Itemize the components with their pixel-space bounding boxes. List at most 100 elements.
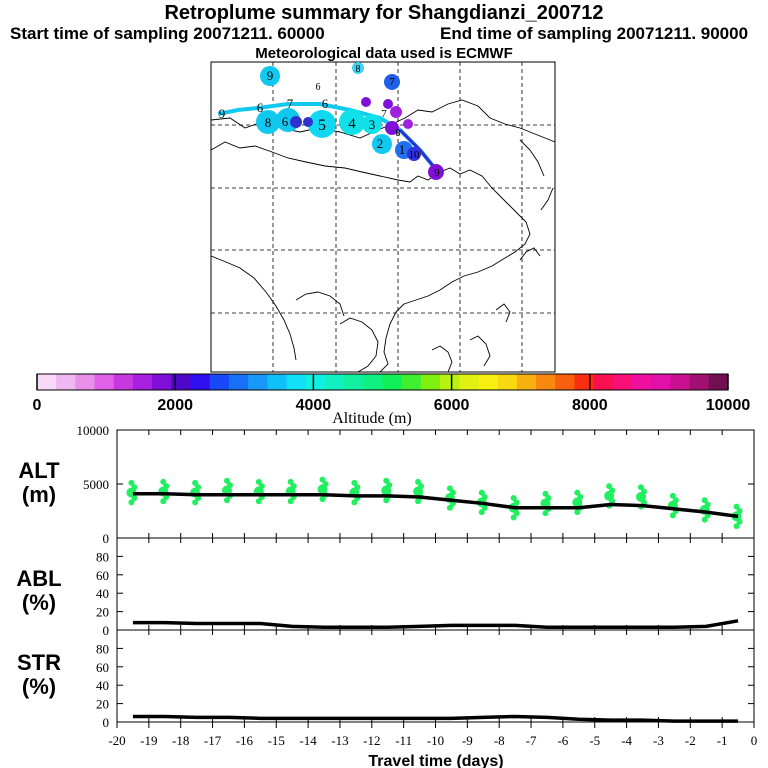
colorbar-cell [516, 374, 537, 390]
start-time-label: Start time of sampling 20071211. 60000 [10, 24, 325, 43]
alt-dot [606, 483, 613, 490]
alt-dot [192, 499, 199, 506]
colorbar-tick-label: 8000 [572, 397, 608, 414]
colorbar-cell [440, 374, 460, 390]
map-markers [256, 62, 444, 180]
x-axis-label: Travel time (days) [368, 753, 503, 768]
altitude-colorbar: 0 2000 4000 6000 8000 10000 Altitude (m) [33, 373, 751, 427]
colorbar-cell [536, 374, 556, 390]
colorbar-label: Altitude (m) [332, 410, 412, 427]
alt-ytick-label: 0 [103, 531, 110, 546]
colorbar-cell [593, 374, 614, 390]
colorbar-cell [132, 374, 153, 390]
alt-dot [192, 479, 199, 486]
colorbar-cell [574, 374, 595, 390]
alt-dot [513, 499, 520, 506]
abl-ytick-label: 60 [96, 568, 109, 583]
alt-dot [446, 485, 453, 492]
alt-dot [672, 497, 679, 504]
colorbar-cell [632, 374, 652, 390]
abl-ytick-label: 0 [103, 623, 110, 638]
colorbar-cell [555, 374, 575, 390]
colorbar-cell [478, 374, 499, 390]
map-label: 1 [399, 142, 406, 157]
plume-marker [403, 119, 413, 129]
plume-marker [385, 121, 399, 135]
plume-marker [303, 117, 313, 127]
chart-title: Retroplume summary for Shangdianzi_20071… [164, 2, 604, 24]
x-tick-label: -19 [140, 733, 157, 748]
colorbar-cells [37, 374, 729, 390]
abl-ytick-label: 20 [96, 605, 109, 620]
colorbar-cell [267, 374, 288, 390]
x-tick-label: -1 [717, 733, 728, 748]
alt-dot [255, 498, 262, 505]
colorbar-cell [56, 374, 76, 390]
x-tick-label: -18 [172, 733, 189, 748]
str-panel-frame [116, 629, 755, 723]
alt-dot [287, 478, 294, 485]
alt-ytick-label: 10000 [77, 423, 110, 438]
map-label: 7 [389, 76, 395, 88]
str-ytick-label: 80 [96, 641, 109, 656]
str-ytick-label: 40 [96, 678, 109, 693]
alt-series-line [132, 491, 739, 519]
colorbar-cell [401, 374, 422, 390]
map-label: 7 [381, 108, 387, 120]
alt-dot [481, 493, 488, 500]
alt-dot [449, 489, 456, 496]
plume-marker [361, 97, 371, 107]
plume-marker [352, 62, 364, 74]
alt-dot [386, 482, 393, 489]
map-label: 5 [318, 117, 326, 134]
colorbar-cell [190, 374, 211, 390]
alt-unit-label: (m) [22, 482, 56, 507]
colorbar-cell [459, 374, 479, 390]
colorbar-cell [689, 374, 710, 390]
x-tick-label: -9 [462, 733, 473, 748]
colorbar-cell [708, 374, 729, 390]
colorbar-tick-label: 6000 [434, 397, 470, 414]
x-tick-label: -17 [204, 733, 222, 748]
alt-dot [701, 497, 708, 504]
alt-dot [128, 479, 135, 486]
colorbar-cell [344, 374, 364, 390]
str-panel: 0 20 40 60 80 [96, 630, 755, 730]
str-label: STR [17, 650, 61, 675]
end-time-label: End time of sampling 20071211. 90000 [440, 24, 749, 43]
colorbar-tick-label: 10000 [706, 397, 751, 414]
alt-dot [258, 483, 265, 490]
alt-dot [733, 523, 740, 530]
alt-dot [418, 483, 425, 490]
map-label: 2 [377, 136, 384, 151]
colorbar-cell [324, 374, 345, 390]
plume-marker [260, 66, 280, 86]
alt-dot [415, 478, 422, 485]
alt-dot [736, 508, 743, 514]
x-tick-label: -3 [653, 733, 664, 748]
colorbar-cell [152, 374, 172, 390]
x-tick-label: -15 [268, 733, 285, 748]
alt-dot [383, 477, 390, 484]
x-tick-label: -8 [494, 733, 505, 748]
alt-dot [574, 489, 581, 496]
plume-marker [339, 109, 365, 135]
colorbar-cell [113, 374, 134, 390]
alt-dot [415, 498, 422, 505]
alt-dot [733, 503, 740, 510]
abl-unit-label: (%) [22, 590, 56, 615]
abl-panel-frame [116, 537, 755, 631]
map-label: 8 [356, 64, 361, 75]
abl-series-line [132, 619, 739, 629]
plume-marker [256, 110, 280, 134]
x-tick-label: -2 [685, 733, 696, 748]
alt-dot [704, 501, 711, 508]
colorbar-cell [612, 374, 633, 390]
map-label: 6 [282, 114, 289, 129]
colorbar-cell [305, 374, 326, 390]
alt-dot [290, 483, 297, 490]
colorbar-cell [94, 374, 115, 390]
plume-marker [362, 114, 382, 134]
alt-dot [131, 484, 138, 491]
map-label: 3 [369, 117, 376, 132]
